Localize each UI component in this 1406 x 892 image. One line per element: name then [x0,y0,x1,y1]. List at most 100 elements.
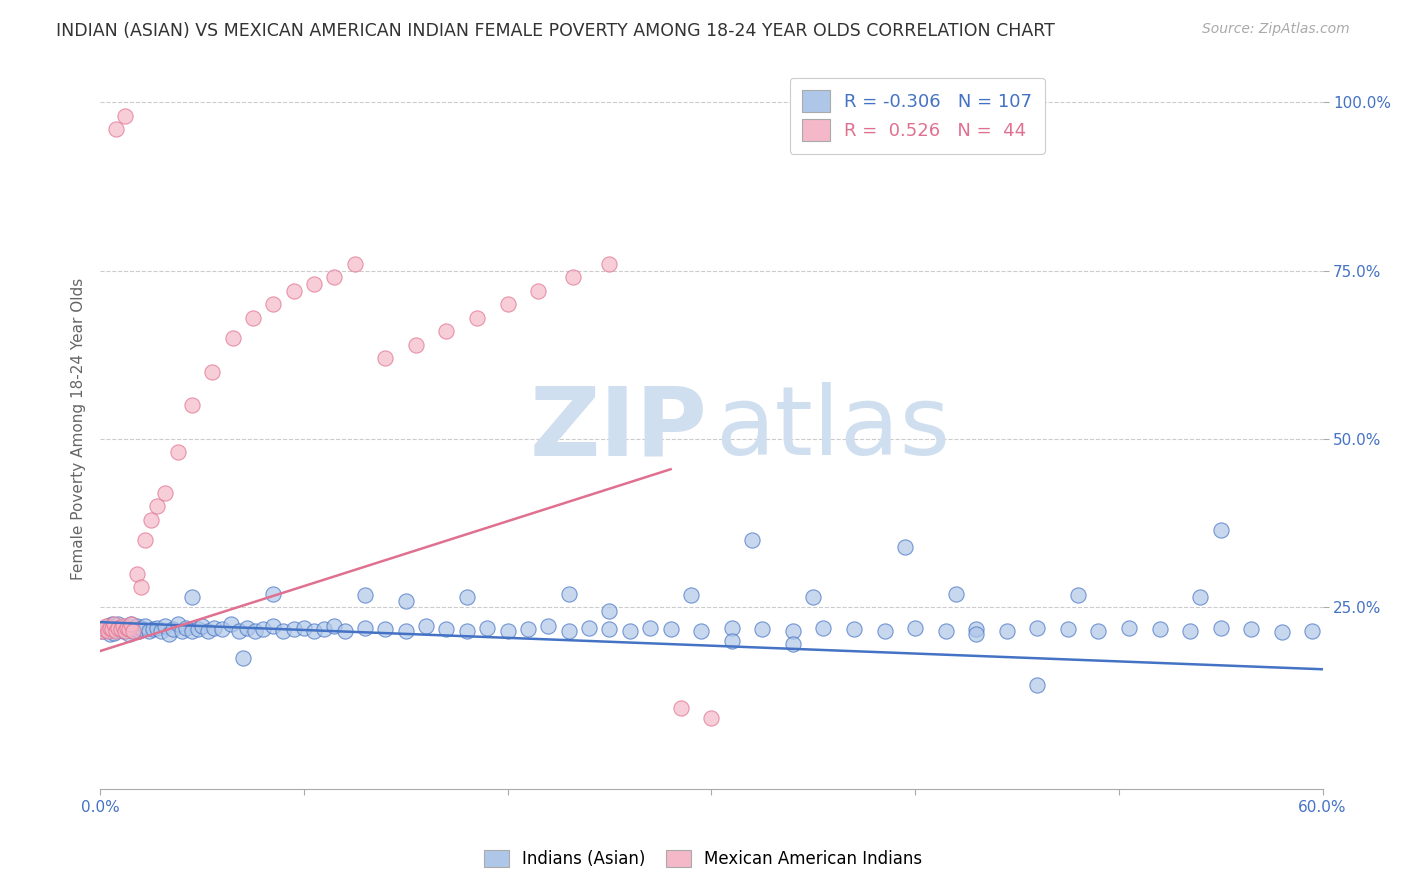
Point [252,622,274,636]
Point [323,619,346,633]
Point [1026,678,1049,692]
Point [191,619,214,633]
Point [180,398,202,412]
Point [105,624,128,638]
Point [1067,588,1090,602]
Point [111,619,134,633]
Point [97,619,120,633]
Point [343,257,366,271]
Point [1271,625,1294,640]
Point [638,620,661,634]
Point [262,619,284,633]
Point [118,627,141,641]
Point [395,593,418,607]
Y-axis label: Female Poverty Among 18-24 Year Olds: Female Poverty Among 18-24 Year Olds [72,277,86,580]
Point [496,297,519,311]
Point [720,634,742,648]
Point [114,624,136,638]
Point [374,622,396,636]
Point [180,591,202,605]
Point [98,620,121,634]
Point [1240,622,1263,636]
Point [128,624,150,638]
Point [242,310,264,325]
Point [354,588,377,602]
Point [801,591,824,605]
Point [690,624,713,638]
Text: Source: ZipAtlas.com: Source: ZipAtlas.com [1202,22,1350,37]
Point [578,620,600,634]
Point [93,622,115,636]
Point [1301,624,1323,638]
Point [170,624,193,638]
Point [197,624,219,638]
Point [314,622,336,636]
Point [105,622,128,636]
Point [97,624,120,638]
Point [155,485,177,500]
Point [904,620,927,634]
Point [124,622,146,636]
Point [659,622,682,636]
Point [283,284,305,298]
Point [374,351,396,365]
Point [456,591,478,605]
Point [292,620,315,634]
Point [945,587,967,601]
Point [103,617,125,632]
Point [1026,620,1049,634]
Point [1118,620,1140,634]
Point [98,627,121,641]
Text: ZIP: ZIP [530,383,707,475]
Point [118,622,141,636]
Point [221,331,243,345]
Point [302,624,325,638]
Point [558,587,581,601]
Point [415,619,437,633]
Point [228,624,250,638]
Point [180,624,202,638]
Point [138,624,160,638]
Point [323,270,346,285]
Point [436,622,458,636]
Point [107,617,129,632]
Point [1209,620,1232,634]
Point [1209,523,1232,537]
Point [115,619,138,633]
Point [1149,622,1171,636]
Point [598,622,620,636]
Point [813,620,835,634]
Point [354,620,377,634]
Point [1057,622,1080,636]
Point [129,620,152,634]
Legend: R = -0.306   N = 107, R =  0.526   N =  44: R = -0.306 N = 107, R = 0.526 N = 44 [790,78,1045,154]
Point [243,624,266,638]
Point [139,513,162,527]
Point [995,624,1018,638]
Point [114,622,136,636]
Point [211,622,233,636]
Point [114,109,136,123]
Legend: Indians (Asian), Mexican American Indians: Indians (Asian), Mexican American Indian… [477,843,929,875]
Point [558,624,581,638]
Point [91,624,114,638]
Point [101,622,124,636]
Point [1087,624,1109,638]
Point [146,620,169,634]
Point [110,620,132,634]
Point [202,620,225,634]
Point [146,500,169,514]
Point [93,620,115,634]
Point [333,624,356,638]
Point [527,284,550,298]
Point [619,624,641,638]
Point [121,624,143,638]
Point [219,617,242,632]
Point [125,566,148,581]
Point [129,580,152,594]
Point [125,619,148,633]
Point [103,626,125,640]
Point [120,617,142,632]
Text: INDIAN (ASIAN) VS MEXICAN AMERICAN INDIAN FEMALE POVERTY AMONG 18-24 YEAR OLDS C: INDIAN (ASIAN) VS MEXICAN AMERICAN INDIA… [56,22,1054,40]
Point [456,624,478,638]
